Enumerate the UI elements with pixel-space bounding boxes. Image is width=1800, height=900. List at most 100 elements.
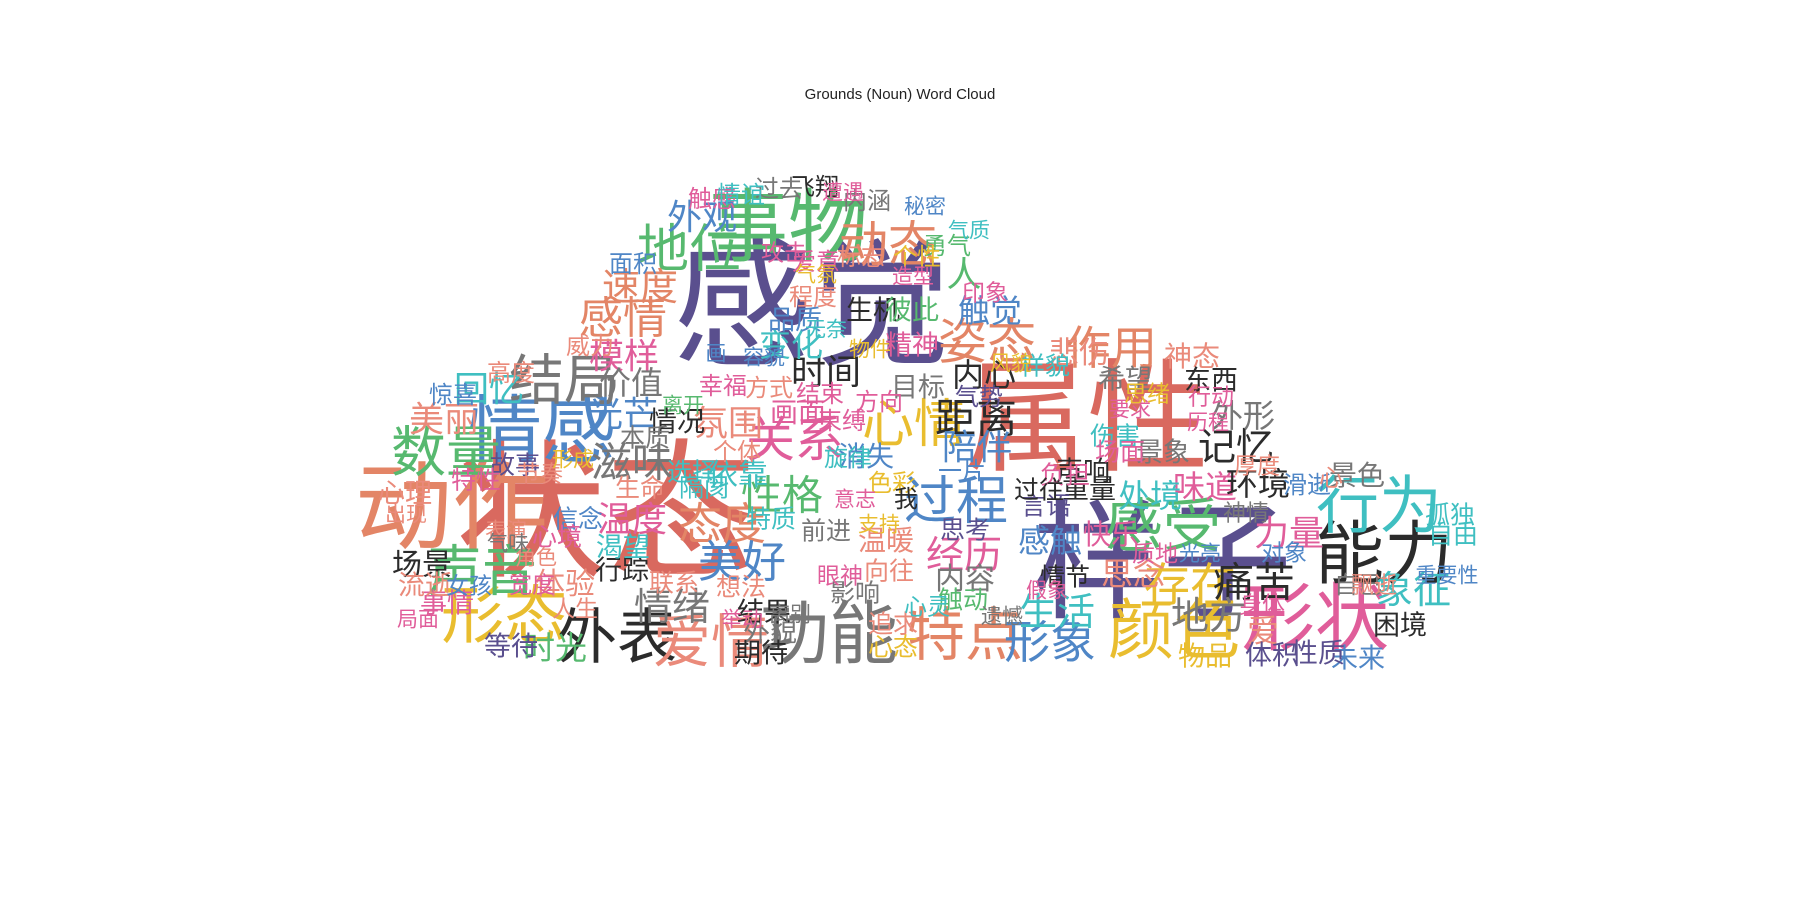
word-198: 离开 <box>662 393 704 418</box>
word-138: 方向 <box>855 388 903 416</box>
word-186: 出现 <box>385 502 427 527</box>
word-190: 物件 <box>849 337 891 362</box>
word-47: 氛围 <box>692 404 764 445</box>
word-194: 遭遇 <box>822 180 864 205</box>
word-25: 动态 <box>838 216 938 274</box>
word-80: 期待 <box>734 638 788 670</box>
word-91: 东西 <box>1184 365 1238 397</box>
word-74: 情况 <box>648 405 706 438</box>
word-8: 形状 <box>1241 576 1389 662</box>
word-158: 要求 <box>1109 397 1151 422</box>
word-146: 标志 <box>837 243 885 271</box>
word-142: 色彩 <box>868 469 916 497</box>
word-177: 眼神 <box>817 563 863 590</box>
word-108: 特性 <box>450 465 502 495</box>
word-30: 感情 <box>579 293 667 344</box>
word-60: 处境 <box>1117 477 1183 515</box>
word-199: 风貌 <box>990 351 1032 376</box>
word-23: 过程 <box>903 472 1009 532</box>
word-6: 事物 <box>708 181 868 274</box>
word-89: 声响 <box>1056 456 1110 488</box>
word-121: 联系 <box>648 568 700 598</box>
word-69: 依靠 <box>708 458 768 493</box>
word-43: 象征 <box>1374 568 1452 612</box>
word-175: 离别 <box>769 602 811 627</box>
word-128: 言语 <box>1020 491 1072 521</box>
word-178: 支持 <box>858 512 900 537</box>
word-84: 生机 <box>846 295 900 327</box>
word-124: 心态 <box>867 632 919 662</box>
word-41: 情绪 <box>633 585 711 629</box>
word-140: 一片 <box>938 457 986 485</box>
word-195: 攻击 <box>761 240 807 267</box>
word-7: 情感 <box>468 388 616 474</box>
word-114: 生命 <box>614 473 666 503</box>
word-31: 态度 <box>678 499 766 550</box>
word-68: 体验 <box>535 567 595 602</box>
word-102: 事情 <box>420 588 474 620</box>
word-37: 经历 <box>925 533 1003 577</box>
word-61: 变化 <box>758 326 824 364</box>
word-169: 假象 <box>1026 578 1068 603</box>
word-32: 美好 <box>698 537 786 588</box>
word-36: 性格 <box>741 471 823 520</box>
word-55: 价值 <box>598 364 664 402</box>
word-118: 思考 <box>939 515 991 545</box>
word-11: 颜色 <box>1108 592 1240 669</box>
word-49: 回忆 <box>453 370 525 411</box>
word-17: 特点 <box>906 601 1024 669</box>
word-2: 感觉 <box>673 225 951 388</box>
word-112: 本质 <box>619 423 671 453</box>
word-122: 想法 <box>715 572 767 602</box>
word-123: 追求 <box>867 609 919 639</box>
word-180: 宽度 <box>509 572 555 599</box>
word-144: 勇气 <box>923 232 971 260</box>
word-20: 数量 <box>390 420 502 485</box>
word-13: 形态 <box>441 579 567 653</box>
word-127: 负担 <box>1039 460 1091 490</box>
word-107: 故事 <box>489 450 541 480</box>
word-19: 结局 <box>508 348 620 413</box>
word-162: 滑逝 <box>1283 471 1331 499</box>
word-151: 飞翔 <box>791 173 839 201</box>
word-16: 感受 <box>1104 492 1222 560</box>
word-157: 行动 <box>1188 384 1234 411</box>
word-90: 重量 <box>1062 474 1116 506</box>
word-110: 高度 <box>487 359 535 387</box>
word-105: 信念 <box>552 504 604 534</box>
word-54: 触觉 <box>957 292 1023 330</box>
word-4: 属性 <box>965 348 1209 490</box>
word-189: 形成 <box>552 447 594 472</box>
word-9: 能力 <box>1315 514 1453 595</box>
word-181: 女孩 <box>446 573 492 600</box>
word-96: 性质 <box>1291 638 1345 670</box>
word-79: 外貌 <box>743 617 797 649</box>
word-173: 遗憾 <box>981 604 1023 629</box>
word-81: 结果 <box>737 597 791 629</box>
word-65: 人 <box>946 255 982 296</box>
word-125: 触动 <box>937 585 989 615</box>
word-179: 意志 <box>834 487 876 512</box>
word-63: 思念 <box>1100 555 1166 593</box>
word-46: 光芒 <box>587 395 659 436</box>
word-159: 思绪 <box>1124 381 1170 408</box>
word-76: 景色 <box>1328 459 1386 492</box>
word-111: 威力 <box>566 332 614 360</box>
word-132: 样貌 <box>1019 351 1071 381</box>
word-143: 我 <box>894 485 918 513</box>
word-116: 特质 <box>745 504 797 534</box>
word-119: 向往 <box>863 556 915 586</box>
word-93: 景象 <box>1136 437 1190 469</box>
word-149: 内涵 <box>843 187 891 215</box>
word-67: 场景 <box>392 548 452 583</box>
word-167: 光亮 <box>1179 541 1221 566</box>
word-87: 目标 <box>891 372 945 404</box>
word-200: 画 <box>705 341 727 366</box>
word-126: 情节 <box>1039 562 1091 592</box>
word-95: 未来 <box>1331 643 1385 675</box>
word-163: 心 <box>1319 464 1343 492</box>
word-21: 地位 <box>636 220 742 280</box>
word-129: 过往 <box>1013 475 1065 505</box>
word-28: 存在 <box>1144 558 1236 612</box>
